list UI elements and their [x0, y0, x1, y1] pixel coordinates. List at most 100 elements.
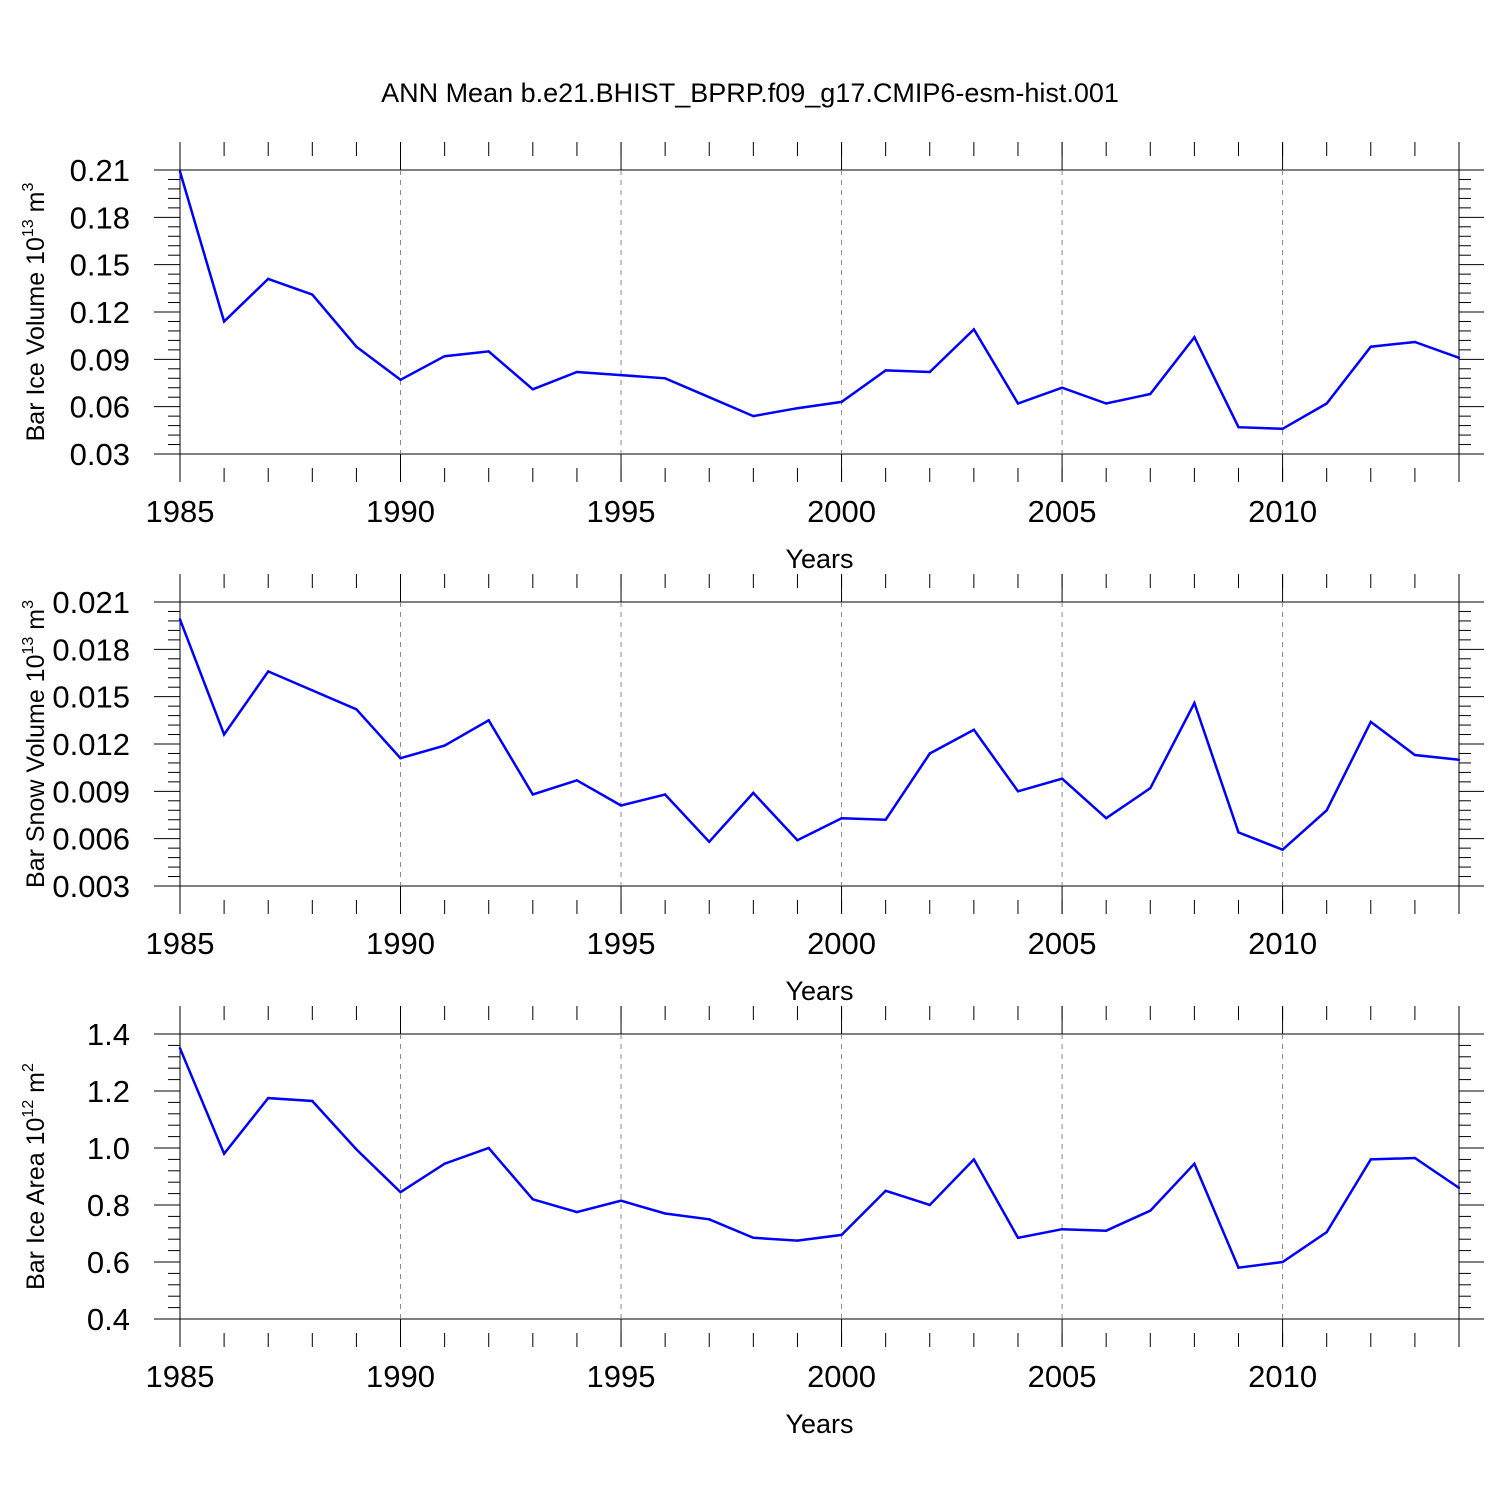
data-point — [178, 1047, 182, 1050]
y-tick-label: 0.4 — [87, 1302, 130, 1337]
data-point — [1237, 1266, 1240, 1269]
data-point — [972, 728, 976, 731]
data-point — [884, 818, 887, 821]
y-axis-title: Bar Ice Volume 1013 m3 — [20, 183, 50, 442]
data-point — [355, 1148, 358, 1151]
data-point — [840, 816, 843, 820]
data-point — [1325, 402, 1328, 405]
data-point — [840, 400, 843, 404]
data-point — [222, 733, 226, 736]
x-tick-label: 2000 — [807, 494, 876, 529]
data-point — [1149, 1209, 1152, 1212]
x-tick-label: 2005 — [1028, 494, 1097, 529]
data-series-line — [178, 1047, 1460, 1270]
data-point — [1193, 1162, 1196, 1165]
y-tick-label: 0.15 — [70, 248, 130, 283]
y-axis-title: Bar Ice Area 1012 m2 — [20, 1063, 50, 1290]
data-point — [1457, 758, 1461, 761]
x-tick-label: 1985 — [146, 1359, 215, 1394]
data-point — [1237, 831, 1240, 834]
y-tick-label: 0.06 — [70, 390, 130, 425]
data-point — [708, 1218, 711, 1221]
data-point — [575, 779, 579, 782]
data-series-line — [178, 618, 1460, 852]
y-tick-label: 0.18 — [70, 200, 130, 235]
data-point — [1060, 777, 1064, 780]
data-point — [1413, 753, 1417, 757]
x-tick-label: 2005 — [1028, 1359, 1097, 1394]
data-point — [1237, 425, 1240, 429]
data-point — [972, 1158, 976, 1161]
chart-panel-3: 1985 1990 1995 2000 2005 2010 0.4 0.6 0.8 1.0 1.2 1… — [20, 1006, 1484, 1439]
data-point — [1016, 790, 1020, 793]
data-point — [355, 345, 358, 348]
data-point — [1060, 1228, 1064, 1231]
x-tick-label: 2010 — [1248, 926, 1317, 961]
data-point — [1104, 1229, 1108, 1232]
y-tick-label: 1.0 — [87, 1131, 130, 1166]
x-tick-label: 2000 — [807, 1359, 876, 1394]
data-point — [267, 277, 270, 281]
data-point — [752, 791, 755, 795]
data-point — [222, 1152, 226, 1155]
data-point — [443, 744, 446, 747]
data-point — [1369, 720, 1372, 724]
data-point — [796, 1239, 799, 1242]
x-tick-label: 2010 — [1248, 1359, 1317, 1394]
data-point — [1413, 340, 1417, 344]
data-point — [311, 1099, 314, 1103]
y-tick-label: 0.003 — [52, 869, 130, 904]
chart-panel-2: 1985 1990 1995 2000 2005 2010 0.003 0.006 0.009 0… — [20, 574, 1484, 1006]
data-point — [1104, 816, 1108, 820]
chart-panel-1: 1985 1990 1995 2000 2005 2010 0.03 0.06 0.09 0.12… — [20, 142, 1484, 574]
data-point — [311, 293, 314, 296]
x-tick-label: 1990 — [366, 494, 435, 529]
data-point — [1281, 427, 1284, 430]
data-point — [1060, 386, 1064, 389]
data-point — [399, 378, 402, 382]
data-point — [575, 1210, 579, 1214]
x-tick-label: 1995 — [587, 1359, 656, 1394]
data-point — [884, 1189, 887, 1192]
y-tick-label: 1.2 — [87, 1074, 130, 1109]
y-tick-label: 0.09 — [70, 342, 130, 377]
data-point — [575, 370, 579, 374]
data-point — [1193, 336, 1196, 339]
data-point — [1149, 786, 1152, 790]
data-point — [619, 804, 623, 807]
x-axis-title: Years — [785, 544, 853, 574]
x-tick-label: 1985 — [146, 494, 215, 529]
y-tick-label: 0.015 — [52, 680, 130, 715]
x-axis-title: Years — [785, 976, 853, 1006]
data-point — [355, 708, 358, 711]
data-point — [1457, 1186, 1461, 1190]
y-tick-label: 0.012 — [52, 727, 130, 762]
y-tick-label: 0.009 — [52, 774, 130, 809]
data-point — [708, 396, 711, 399]
y-tick-label: 0.6 — [87, 1245, 130, 1280]
x-tick-label: 1990 — [366, 1359, 435, 1394]
x-tick-label: 1995 — [587, 926, 656, 961]
data-point — [443, 1162, 446, 1165]
data-point — [663, 793, 667, 796]
data-point — [619, 1199, 623, 1202]
y-tick-label: 0.21 — [70, 153, 130, 188]
data-point — [399, 1190, 402, 1194]
data-point — [443, 354, 446, 358]
y-tick-label: 0.006 — [52, 822, 130, 857]
data-point — [796, 407, 799, 410]
data-point — [840, 1233, 843, 1237]
data-point — [267, 670, 270, 673]
x-tick-label: 2005 — [1028, 926, 1097, 961]
data-point — [752, 414, 755, 418]
data-point — [487, 719, 490, 722]
data-point — [663, 377, 667, 380]
data-point — [1369, 345, 1372, 348]
data-point — [487, 1146, 490, 1150]
data-point — [1104, 402, 1108, 405]
y-tick-label: 0.03 — [70, 437, 130, 472]
data-point — [531, 793, 535, 796]
data-point — [752, 1236, 755, 1239]
data-point — [1281, 848, 1284, 851]
data-point — [1325, 809, 1328, 812]
